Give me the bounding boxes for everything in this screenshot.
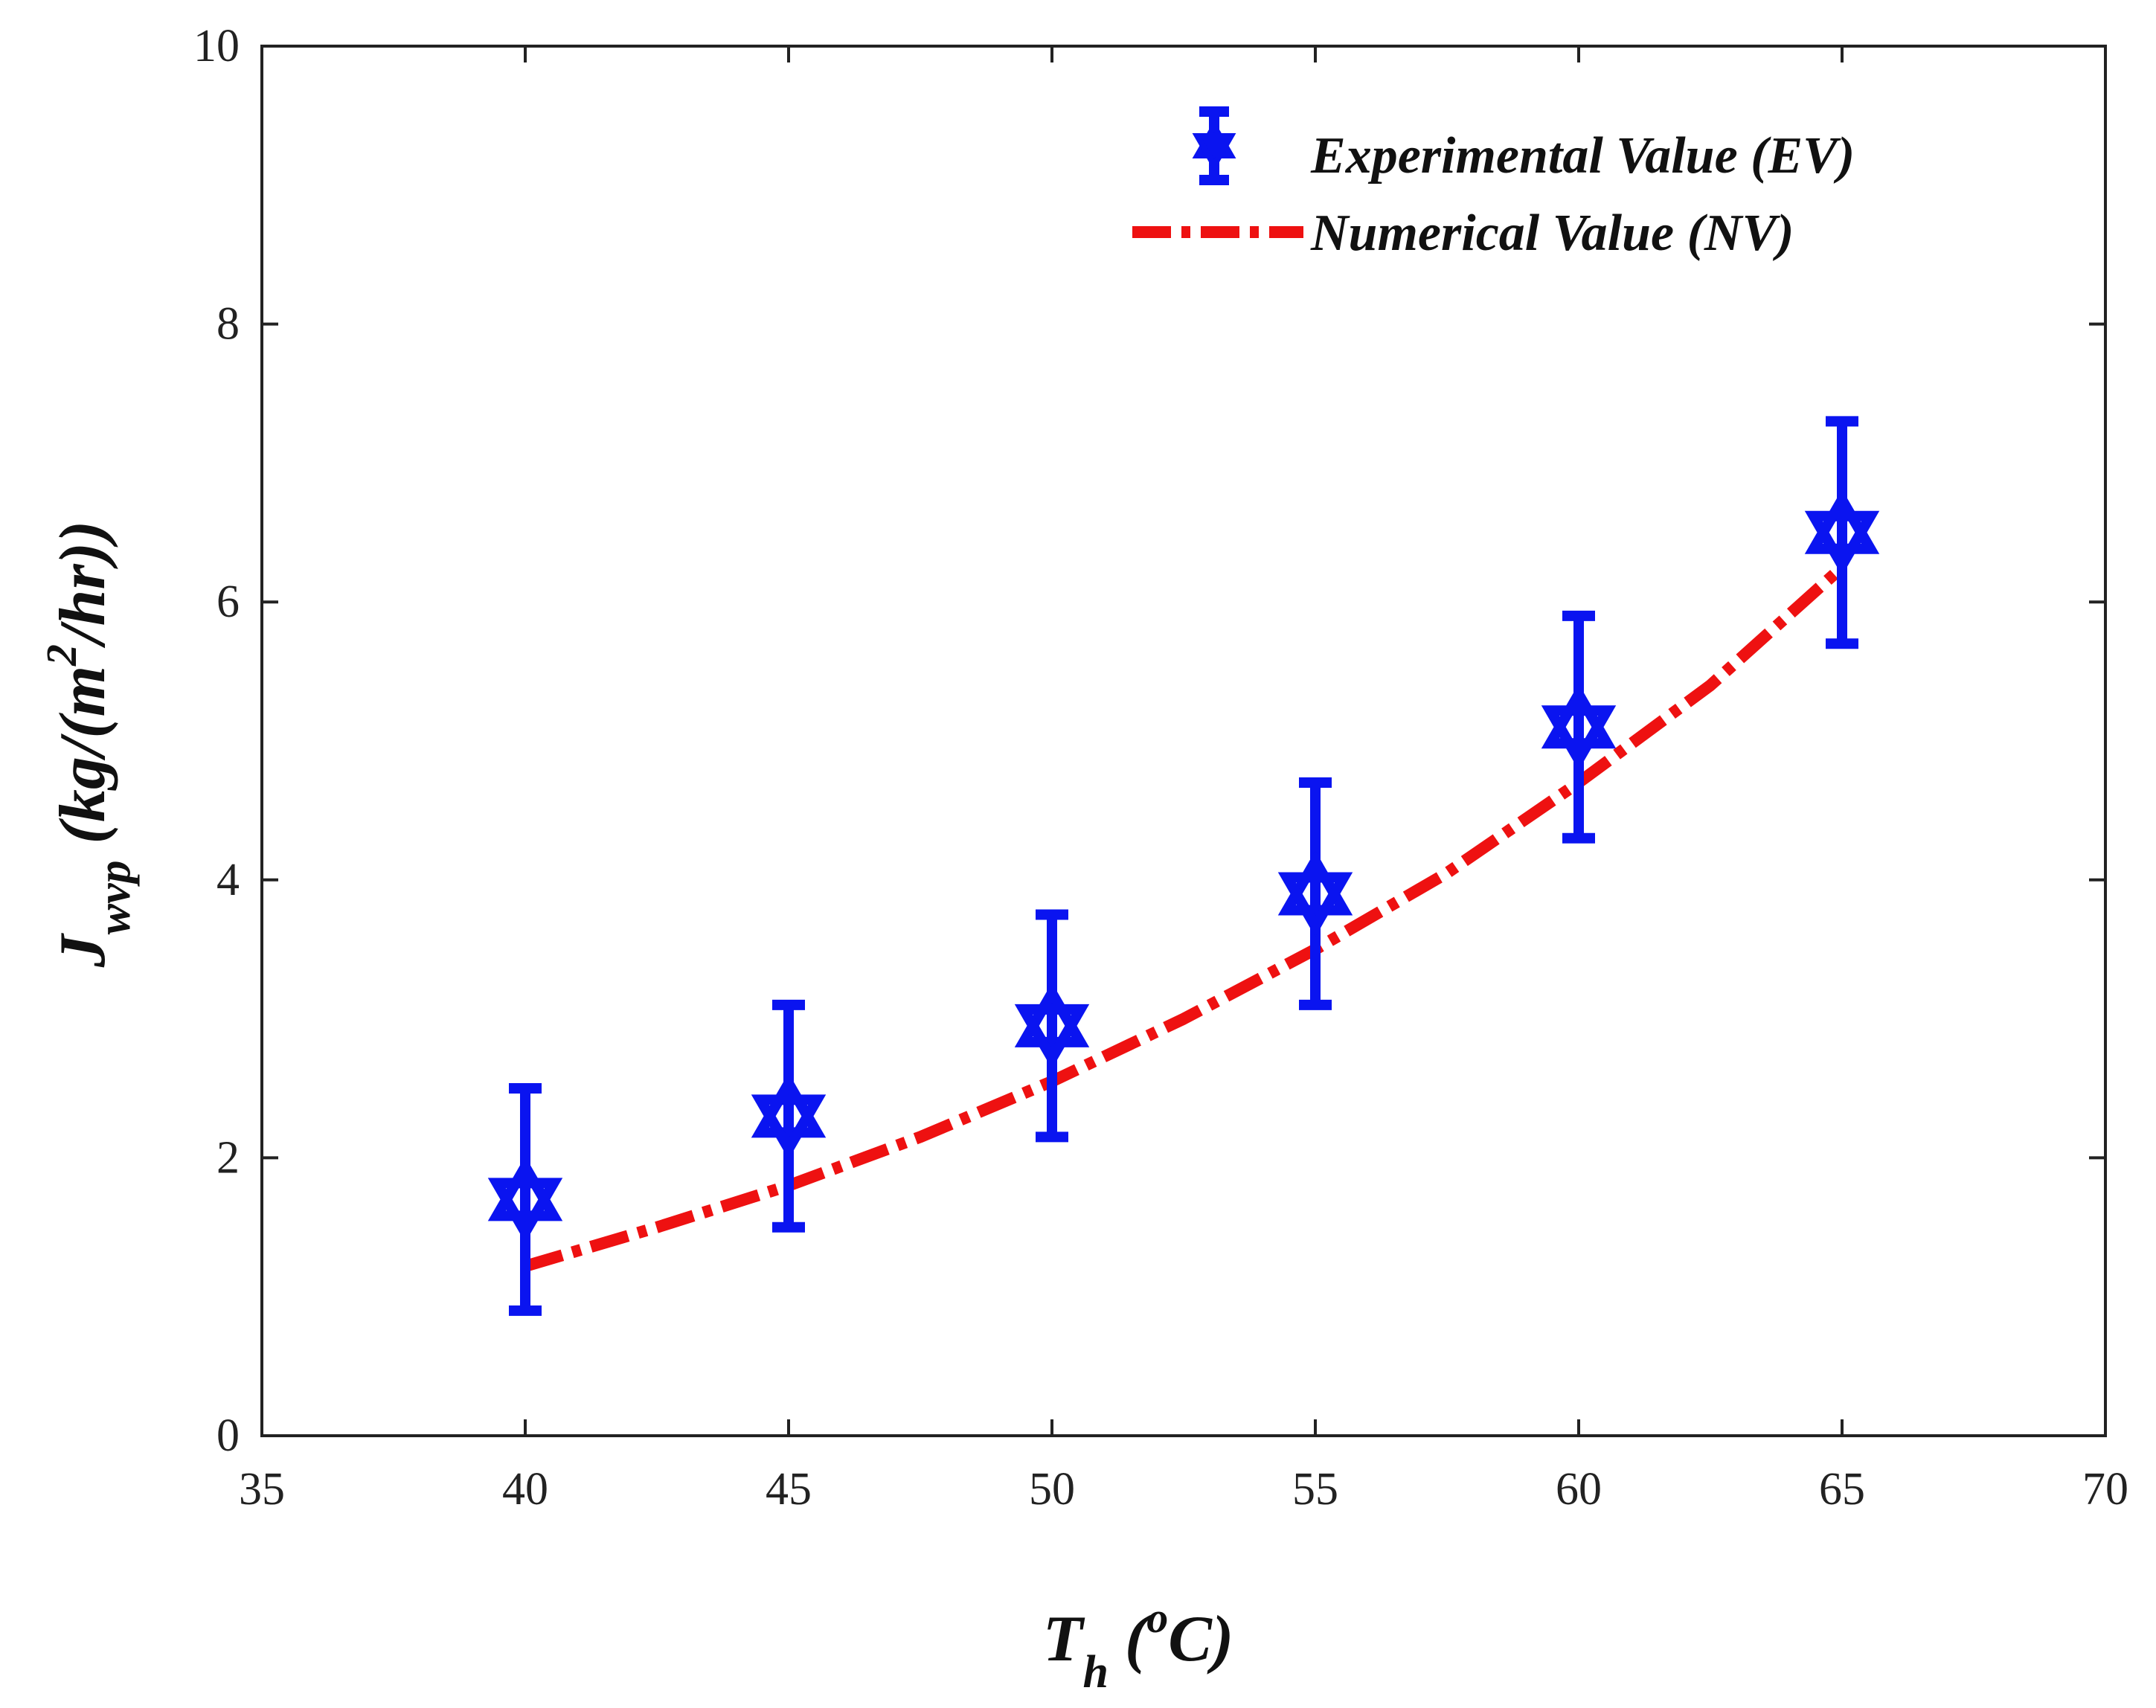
- x-tick-label: 60: [1556, 1464, 1602, 1515]
- series-numerical-line: [523, 562, 1847, 1272]
- x-title-main: T: [1043, 1603, 1085, 1675]
- x-axis: 35 40 45 50 55 60 65 70: [239, 46, 2128, 1515]
- data-point-experimental: [751, 999, 827, 1233]
- hexagram-marker: [1804, 510, 1880, 576]
- y-title-unit-sup: 2: [37, 644, 86, 667]
- x-title-unit-open: (: [1109, 1603, 1151, 1675]
- x-title-unit-rest: C): [1168, 1603, 1233, 1675]
- x-tick-label: 65: [1819, 1464, 1865, 1515]
- y-axis-title: Jwvp (kg/(m2/hr)): [37, 521, 140, 969]
- x-axis-title: Th (oC): [1043, 1593, 1234, 1698]
- x-tick-label: 45: [766, 1464, 812, 1515]
- data-point-experimental: [1541, 610, 1617, 844]
- data-point-experimental: [1014, 909, 1090, 1143]
- plot-area: [260, 45, 2107, 1437]
- x-tick-label: 40: [502, 1464, 548, 1515]
- x-tick-label: 70: [2082, 1464, 2128, 1515]
- y-title-unit-open: (kg/(m: [47, 666, 119, 861]
- legend-hexagram: [1192, 133, 1236, 172]
- y-tick-label: 6: [216, 577, 240, 627]
- x-title-unit-sup: o: [1146, 1593, 1168, 1642]
- hexagram-marker: [1014, 1004, 1090, 1069]
- y-tick-label: 10: [193, 21, 240, 71]
- hexagram-marker: [1804, 489, 1880, 554]
- hexagram-marker: [1541, 705, 1617, 771]
- legend-marker-experimental: [1192, 106, 1236, 185]
- y-axis: 0 2 4 6 8 10: [193, 21, 2105, 1461]
- y-tick-label: 0: [216, 1410, 240, 1461]
- x-tick-label: 35: [239, 1464, 285, 1515]
- y-tick-label: 8: [216, 299, 240, 350]
- y-title-unit-rest: /hr)): [47, 521, 119, 649]
- hexagram-marker: [487, 1156, 563, 1221]
- hexagram-marker: [1277, 850, 1353, 916]
- x-title-sub: h: [1082, 1647, 1108, 1698]
- data-point-experimental: [1804, 416, 1880, 649]
- hexagram-marker: [751, 1094, 827, 1160]
- legend-label-experimental: Experimental Value (EV): [1310, 127, 1855, 184]
- hexagram-marker: [751, 1073, 827, 1138]
- data-point-experimental: [487, 1083, 563, 1316]
- y-title-sub: wvp: [89, 860, 140, 934]
- hexagram-marker: [1014, 982, 1090, 1047]
- legend: Experimental Value (EV) Numerical Value …: [1132, 106, 1855, 262]
- data-point-experimental: [1277, 777, 1353, 1010]
- x-tick-label: 50: [1029, 1464, 1075, 1515]
- hexagram-marker: [1541, 684, 1617, 749]
- y-tick-label: 2: [216, 1132, 240, 1183]
- series-layer: [487, 416, 1880, 1316]
- y-tick-label: 4: [216, 855, 240, 905]
- y-title-main: J: [47, 932, 119, 968]
- legend-label-numerical: Numerical Value (NV): [1310, 205, 1794, 262]
- hexagram-marker: [487, 1178, 563, 1243]
- x-tick-label: 55: [1292, 1464, 1338, 1515]
- hexagram-marker: [1277, 872, 1353, 937]
